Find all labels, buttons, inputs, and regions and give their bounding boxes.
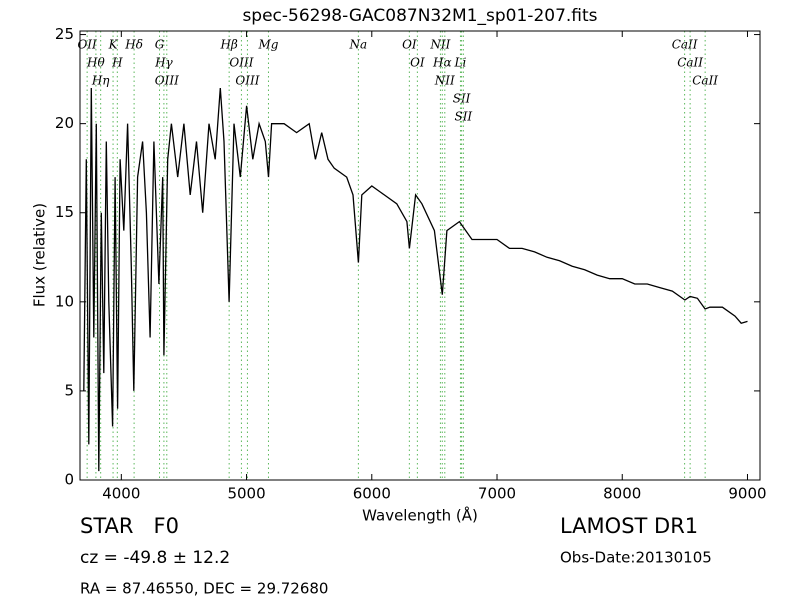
x-tick-label: 6000 [353,485,391,503]
x-tick-label: 8000 [603,485,641,503]
line-label: OIII [155,74,179,88]
line-label: Hη [91,74,110,88]
y-tick-label: 20 [55,114,74,132]
line-label: OI [402,38,417,52]
plot-frame [79,30,761,481]
line-label: OI [410,56,425,70]
y-tick-label: 15 [55,203,74,221]
spectrum-line [83,87,748,472]
line-label: Na [349,38,368,52]
class-text: STAR F0 [80,514,179,538]
line-label: NII [429,38,450,52]
chart-title: spec-56298-GAC087N32M1_sp01-207.fits [242,6,597,26]
x-axis-label: Wavelength (Å) [362,506,478,525]
survey-text: LAMOST DR1 [560,514,698,538]
y-tick-label: 5 [64,381,74,399]
line-label: Li [454,56,467,70]
y-axis-label: Flux (relative) [31,203,49,307]
line-label: Hα [432,56,452,70]
line-label: NII [434,74,455,88]
line-label: Hβ [219,38,237,52]
line-label: CaII [677,56,703,70]
line-label: G [155,38,165,52]
x-tick-label: 5000 [227,485,265,503]
line-label: SII [454,110,472,124]
y-tick-label: 25 [55,25,74,43]
y-tick-label: 0 [64,471,74,489]
line-label: Hδ [124,38,143,52]
x-tick-label: 9000 [728,485,766,503]
coord-text: RA = 87.46550, DEC = 29.72680 [80,580,328,598]
x-tick-label: 7000 [478,485,516,503]
line-label: K [108,38,119,52]
line-label: H [111,56,123,70]
cz-text: cz = -49.8 ± 12.2 [80,548,230,568]
line-label: OIII [229,56,253,70]
line-label: SII [453,92,471,106]
line-label: OIII [235,74,259,88]
line-label: CaII [692,74,718,88]
line-label: Hγ [154,56,173,70]
y-tick-label: 10 [55,292,74,310]
line-label: OII [77,38,97,52]
line-label: Hθ [86,56,105,70]
line-label: Mg [257,38,278,52]
x-tick-label: 4000 [102,485,140,503]
date-text: Obs-Date:20130105 [560,549,712,567]
line-label: CaII [672,38,698,52]
